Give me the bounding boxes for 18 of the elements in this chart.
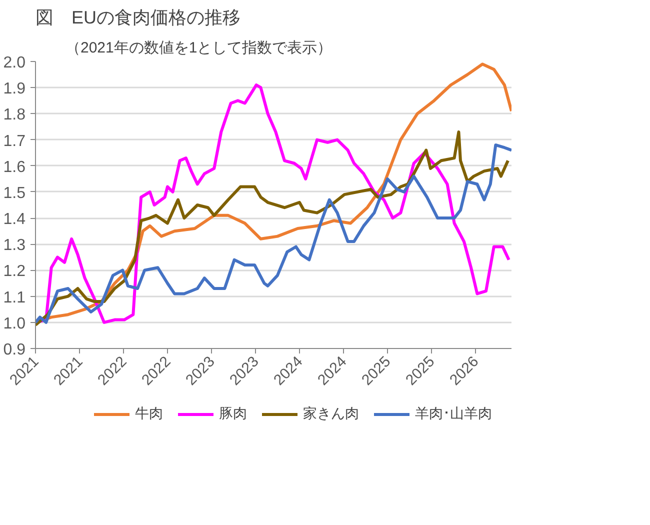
- y-tick-label: 1.4: [3, 211, 26, 228]
- y-tick-label: 1.0: [3, 315, 26, 332]
- y-tick-label: 1.7: [3, 132, 26, 150]
- y-tick-label: 1.5: [3, 184, 26, 202]
- chart-subtitle: （2021年の数値を1として指数で表示）: [66, 40, 332, 56]
- chart-title: 図 EUの食肉価格の推移: [36, 8, 241, 28]
- legend-label: 羊肉･山羊肉: [415, 405, 492, 423]
- y-tick-label: 1.6: [3, 158, 26, 176]
- y-tick-label: 1.2: [3, 263, 26, 280]
- legend-label: 牛肉: [135, 405, 163, 423]
- y-tick-label: 1.1: [3, 289, 26, 306]
- legend-label: 豚肉: [219, 405, 247, 423]
- y-tick-label: 1.3: [3, 237, 26, 254]
- y-tick-label: 2.0: [3, 54, 26, 72]
- y-tick-label: 1.9: [3, 80, 26, 98]
- y-tick-label: 0.9: [3, 342, 26, 358]
- legend-label: 家きん肉: [303, 405, 359, 423]
- y-tick-label: 1.8: [3, 106, 26, 124]
